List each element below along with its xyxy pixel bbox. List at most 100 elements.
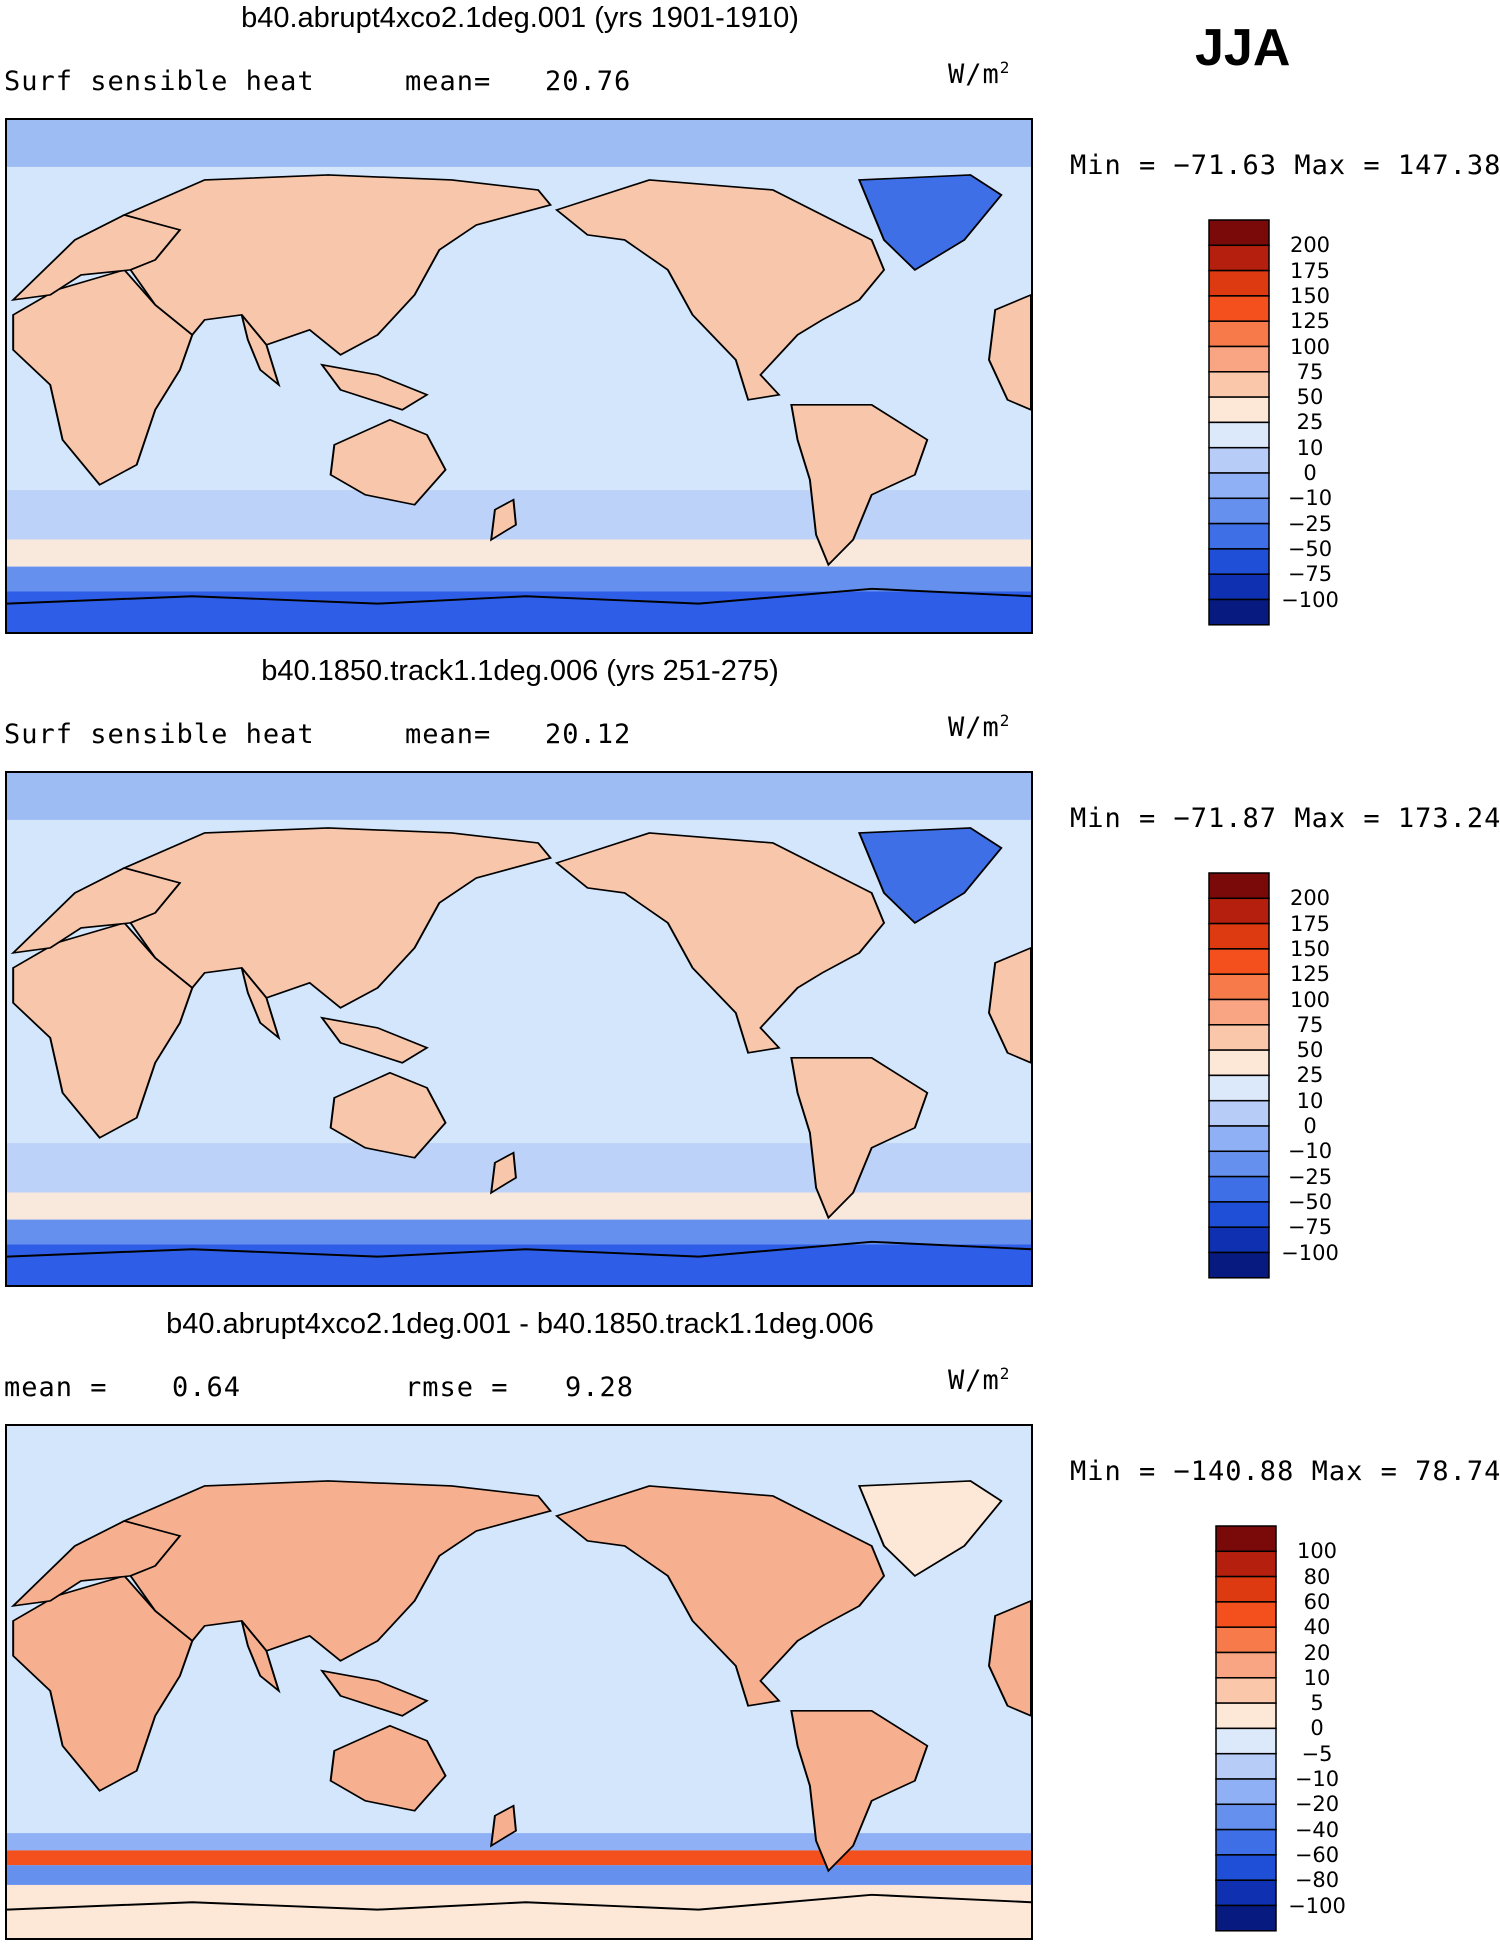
colorbar-tick-label: −5 bbox=[1301, 1741, 1333, 1766]
colorbar-box bbox=[1208, 522, 1270, 550]
colorbar-box bbox=[1208, 1049, 1270, 1077]
colorbar-box bbox=[1215, 1778, 1277, 1806]
colorbar-box bbox=[1215, 1803, 1277, 1831]
antarctic-coastline bbox=[7, 1893, 1031, 1911]
continent-samerica bbox=[790, 1057, 929, 1220]
season-label: JJA bbox=[1195, 19, 1291, 77]
arctic-band bbox=[7, 773, 1031, 820]
colorbar-box bbox=[1208, 1226, 1270, 1254]
continent-greenland bbox=[857, 1480, 1003, 1577]
continent-nz bbox=[490, 1804, 517, 1848]
continent-wafrica bbox=[987, 293, 1031, 411]
colorbar: 100 80 60 40 20 10 5 0 −5 −10 −20 −40 −60 −80 −100 bbox=[1214, 1524, 1346, 1933]
colorbar-tick-label: 80 bbox=[1303, 1564, 1331, 1589]
colorbar-box bbox=[1215, 1575, 1277, 1603]
colorbar: 200 175 150 125 100 75 50 25 10 0 −10 −25 −50 −75 −100 bbox=[1207, 218, 1339, 627]
antarctic-coastline bbox=[7, 587, 1031, 605]
colorbar-tick-label: 50 bbox=[1296, 385, 1324, 410]
colorbar-tick-label: 20 bbox=[1303, 1640, 1331, 1665]
colorbar-tick-label: 75 bbox=[1296, 1012, 1324, 1037]
arctic-band bbox=[7, 120, 1031, 167]
continent-asia bbox=[121, 827, 553, 1009]
continent-wafrica bbox=[987, 946, 1031, 1064]
continent-greenland bbox=[857, 174, 1003, 271]
storm-track-band bbox=[7, 1850, 1031, 1866]
units-label: W/m2 bbox=[948, 711, 1011, 743]
continent-india bbox=[240, 314, 281, 388]
colorbar-tick-label: 100 bbox=[1289, 334, 1331, 359]
colorbar-tick-label: 60 bbox=[1303, 1589, 1331, 1614]
continent-asia bbox=[121, 174, 553, 356]
colorbar-tick-label: −25 bbox=[1287, 511, 1333, 536]
continent-australia bbox=[329, 418, 447, 506]
continent-samerica bbox=[790, 1710, 929, 1873]
southern-ocean-band bbox=[7, 1143, 1031, 1193]
colorbar-tick-label: −10 bbox=[1294, 1767, 1340, 1791]
colorbar-box bbox=[1215, 1904, 1277, 1932]
colorbar-tick-label: −60 bbox=[1294, 1842, 1340, 1867]
antarctic-band bbox=[7, 1884, 1031, 1938]
colorbar-box bbox=[1208, 548, 1270, 575]
colorbar-tick-label: −75 bbox=[1287, 1215, 1333, 1240]
continent-wafrica bbox=[987, 1599, 1031, 1717]
colorbar-tick-label: −25 bbox=[1287, 1164, 1333, 1189]
colorbar-tick-label: 125 bbox=[1289, 309, 1331, 334]
continents bbox=[10, 174, 1031, 567]
colorbar-box bbox=[1215, 1626, 1277, 1654]
colorbar-box bbox=[1208, 320, 1270, 348]
mean-value: 0.64 bbox=[172, 1372, 242, 1403]
colorbar-tick-label: −50 bbox=[1287, 1189, 1333, 1214]
colorbar-tick-label: −100 bbox=[1281, 587, 1339, 612]
colorbar-box bbox=[1208, 421, 1270, 449]
colorbar-box bbox=[1208, 897, 1270, 925]
continent-nz bbox=[490, 1151, 517, 1195]
colorbar-tick-label: −40 bbox=[1294, 1817, 1340, 1842]
colorbar-box bbox=[1215, 1828, 1277, 1856]
world-map bbox=[7, 773, 1031, 1285]
colorbar-tick-label: 0 bbox=[1303, 1114, 1317, 1138]
continent-namerica bbox=[554, 179, 886, 401]
antarctic-band bbox=[7, 591, 1031, 632]
southern-ocean-band bbox=[7, 490, 1031, 540]
colorbar-box bbox=[1215, 1550, 1277, 1578]
colorbar-tick-label: 150 bbox=[1289, 283, 1331, 308]
units-label: W/m2 bbox=[948, 58, 1011, 90]
colorbar-tick-label: 200 bbox=[1289, 886, 1331, 911]
panel-title: b40.abrupt4xco2.1deg.001 - b40.1850.trac… bbox=[166, 1308, 874, 1340]
colorbar-box bbox=[1208, 472, 1270, 500]
colorbar-box bbox=[1208, 497, 1270, 525]
colorbar-tick-label: 175 bbox=[1289, 258, 1331, 283]
colorbar-box bbox=[1208, 922, 1270, 950]
antarctic-band bbox=[7, 1244, 1031, 1285]
continent-samerica bbox=[790, 404, 929, 567]
colorbar-tick-label: −10 bbox=[1287, 1139, 1333, 1164]
colorbar-tick-label: 150 bbox=[1289, 936, 1331, 961]
units-label: W/m2 bbox=[948, 1364, 1011, 1396]
colorbar-box bbox=[1208, 371, 1270, 398]
world-map bbox=[7, 1426, 1031, 1938]
colorbar-box bbox=[1208, 244, 1270, 272]
panel-title: b40.1850.track1.1deg.006 (yrs 251-275) bbox=[261, 655, 779, 687]
colorbar-box bbox=[1215, 1752, 1277, 1780]
colorbar-box bbox=[1208, 219, 1270, 247]
colorbar-tick-label: 100 bbox=[1289, 987, 1331, 1012]
mean-label: mean = bbox=[4, 1372, 108, 1403]
map-panel bbox=[5, 771, 1033, 1287]
colorbar-box bbox=[1215, 1651, 1277, 1679]
colorbar-box bbox=[1208, 1125, 1270, 1153]
colorbar-tick-label: 100 bbox=[1296, 1539, 1338, 1564]
continent-australia bbox=[329, 1071, 447, 1159]
world-map bbox=[7, 120, 1031, 632]
colorbar-tick-label: −50 bbox=[1287, 536, 1333, 561]
colorbar-tick-label: −10 bbox=[1287, 486, 1333, 511]
colorbar-box bbox=[1208, 573, 1270, 601]
continent-namerica bbox=[554, 1485, 886, 1707]
mean-label: mean= bbox=[405, 719, 492, 750]
colorbar-tick-label: 75 bbox=[1296, 359, 1324, 384]
storm-track-band bbox=[7, 539, 1031, 567]
colorbar-box bbox=[1208, 295, 1270, 322]
map-panel bbox=[5, 118, 1033, 634]
colorbar-box bbox=[1208, 973, 1270, 1001]
continent-asia bbox=[121, 1480, 553, 1662]
mean-value: 20.12 bbox=[545, 719, 632, 750]
